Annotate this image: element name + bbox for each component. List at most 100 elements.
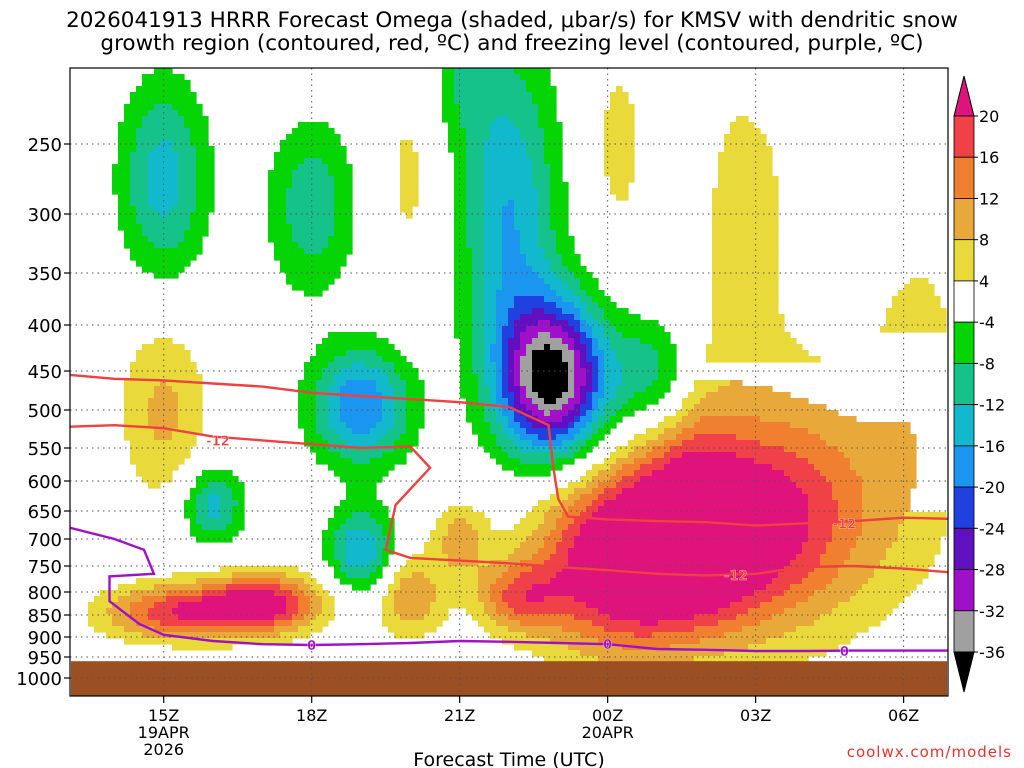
omega-cell: [136, 218, 191, 225]
omega-cell: [592, 398, 599, 405]
omega-cell: [526, 632, 581, 639]
omega-cell: [790, 584, 827, 591]
omega-cell: [634, 458, 653, 465]
omega-cell: [196, 152, 215, 159]
omega-cell: [862, 524, 899, 531]
omega-cell: [232, 578, 281, 585]
omega-cell: [484, 410, 497, 417]
omega-cell: [496, 398, 509, 405]
omega-cell: [808, 500, 839, 507]
omega-cell: [328, 524, 341, 531]
omega-cell: [334, 428, 353, 435]
omega-cell: [112, 182, 131, 189]
omega-cell: [406, 212, 413, 219]
omega-cell: [340, 566, 377, 573]
omega-cell: [502, 254, 527, 261]
omega-cell: [190, 128, 209, 135]
omega-cell: [664, 452, 683, 459]
omega-cell: [568, 386, 575, 393]
omega-cell: [898, 530, 947, 537]
omega-cell: [514, 368, 521, 375]
omega-cell: [532, 338, 563, 345]
omega-cell: [610, 176, 635, 183]
omega-cell: [442, 68, 455, 75]
omega-cell: [706, 356, 821, 363]
omega-cell: [592, 500, 605, 507]
omega-cell: [820, 560, 845, 567]
omega-cell: [520, 422, 533, 429]
omega-cell: [574, 416, 581, 423]
omega-cell: [508, 422, 521, 429]
omega-cell: [400, 182, 419, 189]
omega-cell: [616, 194, 629, 201]
omega-cell: [736, 116, 749, 123]
omega-cell: [652, 458, 671, 465]
omega-cell: [688, 410, 839, 417]
omega-cell: [556, 272, 575, 279]
omega-cell: [526, 350, 533, 357]
omega-cell: [712, 188, 779, 195]
omega-cell: [694, 422, 791, 429]
omega-cell: [334, 554, 347, 561]
omega-cell: [496, 374, 503, 381]
omega-cell: [724, 134, 767, 141]
omega-cell: [508, 344, 521, 351]
omega-cell: [610, 104, 635, 111]
omega-cell: [280, 140, 341, 147]
omega-cell: [712, 266, 779, 273]
x-tick-year: 2026: [143, 740, 184, 759]
omega-cell: [346, 536, 377, 543]
omega-cell: [520, 314, 557, 321]
omega-cell: [526, 596, 545, 603]
omega-cell: [502, 362, 509, 369]
omega-cell: [394, 572, 413, 579]
omega-cell: [658, 422, 677, 429]
omega-cell: [550, 284, 569, 291]
omega-cell: [478, 380, 485, 387]
omega-cell: [478, 596, 491, 603]
omega-cell: [394, 590, 437, 597]
omega-cell: [574, 314, 581, 321]
omega-cell: [178, 416, 203, 423]
omega-cell: [850, 458, 917, 465]
omega-cell: [478, 386, 491, 393]
omega-cell: [454, 296, 473, 303]
omega-cell: [532, 380, 569, 387]
omega-cell: [304, 440, 329, 447]
omega-cell: [148, 152, 179, 159]
omega-cell: [574, 536, 809, 543]
omega-cell: [124, 422, 149, 429]
omega-cell: [520, 518, 545, 525]
omega-cell: [610, 92, 629, 99]
omega-cell: [274, 158, 305, 165]
omega-cell: [526, 404, 539, 411]
omega-cell: [466, 182, 485, 189]
omega-cell: [478, 566, 509, 573]
omega-cell: [508, 416, 515, 423]
omega-cell: [454, 248, 473, 255]
y-tick-label: 550: [28, 439, 62, 460]
omega-cell: [340, 524, 383, 531]
omega-cell: [604, 140, 635, 147]
omega-cell: [142, 80, 191, 87]
omega-cell: [352, 458, 371, 465]
omega-cell: [454, 68, 515, 75]
omega-cell: [520, 248, 545, 255]
omega-cell: [346, 350, 377, 357]
omega-cell: [436, 590, 479, 597]
omega-cell: [208, 500, 221, 507]
omega-cell: [718, 170, 773, 177]
omega-cell: [826, 548, 851, 555]
omega-cell: [568, 284, 581, 291]
omega-cell: [502, 338, 509, 345]
omega-cell: [466, 134, 491, 141]
omega-cell: [604, 500, 809, 507]
omega-cell: [496, 608, 515, 615]
omega-cell: [574, 518, 587, 525]
omega-cell: [580, 308, 587, 315]
omega-cell: [502, 410, 515, 417]
omega-cell: [658, 374, 677, 381]
omega-cell: [130, 170, 149, 177]
omega-cell: [454, 218, 467, 225]
